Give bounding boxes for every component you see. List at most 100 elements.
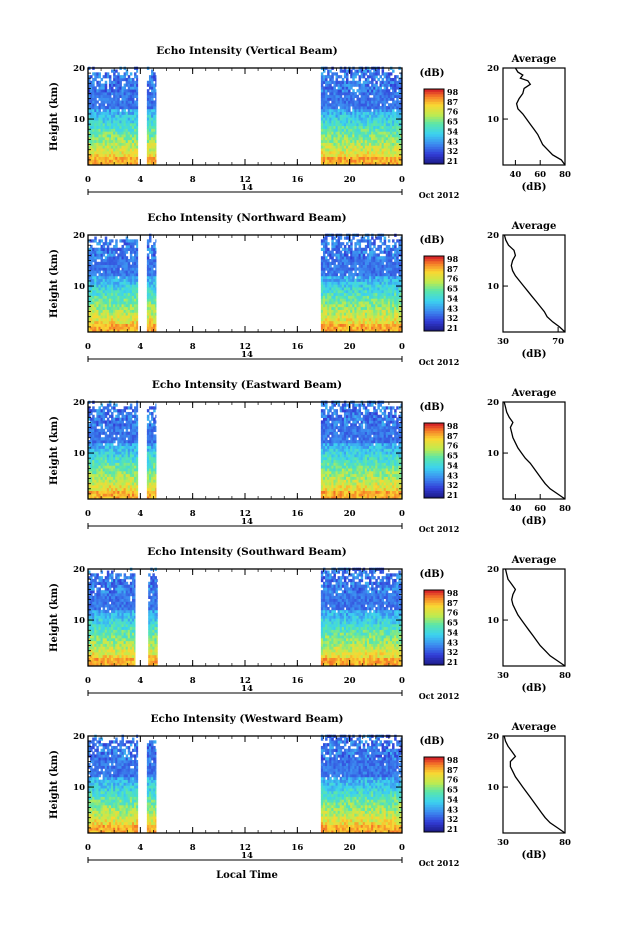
colorbar-step [424, 605, 444, 608]
colorbar-step [424, 268, 444, 272]
colorbar-tick-label: 76 [447, 441, 459, 451]
colorbar-step [424, 96, 444, 100]
colorbar-step [424, 139, 444, 142]
panel-title: Echo Intensity (Vertical Beam) [156, 45, 337, 57]
colorbar-step [424, 263, 444, 267]
average-title: Average [511, 555, 557, 566]
average-x-tick-label: 80 [559, 671, 571, 681]
colorbar-step [424, 121, 444, 125]
y-tick-label: 10 [73, 449, 85, 459]
x-tick-label: 16 [291, 509, 303, 519]
panel-title: Echo Intensity (Eastward Beam) [152, 379, 342, 391]
y-tick-label: 10 [73, 783, 85, 793]
colorbar-step [424, 313, 444, 317]
colorbar-step [424, 131, 444, 135]
x-tick-label: 20 [344, 843, 356, 853]
average-frame [502, 67, 566, 166]
colorbar-step [424, 99, 444, 102]
x-tick-label: 0 [399, 342, 405, 352]
average-title: Average [511, 388, 557, 399]
x-tick-label: 0 [399, 175, 405, 185]
colorbar-tick-label: 65 [447, 618, 458, 628]
colorbar-tick-label: 54 [447, 126, 459, 136]
colorbar-tick-label: 54 [447, 293, 459, 303]
x-tick-label: 20 [344, 509, 356, 519]
colorbar-step [424, 475, 444, 479]
colorbar-tick-label: 21 [447, 323, 458, 333]
average-x-label: (dB) [522, 516, 547, 527]
average-panel: Average 30 80 10 20 (dB) [487, 722, 571, 861]
colorbar-step [424, 293, 444, 297]
heatmap-cells [88, 567, 403, 667]
average-frame [502, 234, 566, 333]
colorbar-tick-label: 43 [447, 136, 459, 146]
colorbar-step [424, 809, 444, 813]
colorbar-tick-label: 32 [447, 480, 458, 490]
y-tick-label: 10 [73, 115, 85, 125]
colorbar-step [424, 435, 444, 439]
average-x-tick-label: 70 [552, 337, 564, 347]
colorbar-step [424, 154, 444, 157]
colorbar-step [424, 493, 444, 496]
date-month-label: Oct 2012 [419, 190, 460, 200]
colorbar-step [424, 149, 444, 152]
colorbar-step [424, 762, 444, 765]
colorbar-step [424, 261, 444, 264]
colorbar-step [424, 642, 444, 646]
colorbar-step [424, 433, 444, 436]
colorbar-frame [423, 756, 445, 833]
colorbar-unit: (dB) [420, 736, 445, 747]
average-frame [502, 401, 566, 500]
average-panel: Average 30 80 10 20 (dB) [487, 555, 571, 694]
colorbar-step [424, 655, 444, 658]
colorbar-step [424, 764, 444, 768]
colorbar-step [424, 303, 444, 307]
average-x-tick-label: 30 [497, 671, 509, 681]
colorbar-step [424, 161, 444, 165]
colorbar-step [424, 114, 444, 117]
colorbar-step [424, 804, 444, 808]
x-tick-label: 4 [137, 676, 143, 686]
colorbar-step [424, 273, 444, 277]
colorbar-step [424, 819, 444, 823]
colorbar-step [424, 288, 444, 292]
x-tick-label: 16 [291, 843, 303, 853]
average-x-tick-label: 80 [559, 170, 571, 180]
colorbar-tick-label: 65 [447, 284, 458, 294]
colorbar-step [424, 792, 444, 795]
panel-2: Echo Intensity (Northward Beam) 10 20 Heigh… [49, 212, 566, 367]
average-y-tick-label: 20 [487, 398, 499, 408]
colorbar-tick-label: 54 [447, 794, 459, 804]
colorbar-tick-label: 76 [447, 274, 459, 284]
colorbar-tick-label: 43 [447, 470, 459, 480]
colorbar-step [424, 119, 444, 122]
colorbar-step [424, 827, 444, 830]
average-frame [502, 568, 566, 667]
colorbar-step [424, 645, 444, 648]
y-tick-label: 20 [73, 64, 85, 74]
average-title: Average [511, 221, 557, 232]
colorbar-tick-label: 98 [447, 755, 459, 765]
colorbar-step [424, 822, 444, 825]
average-x-tick-label: 80 [559, 838, 571, 848]
colorbar-step [424, 610, 444, 613]
average-x-tick-label: 40 [509, 170, 521, 180]
colorbar-tick-label: 65 [447, 785, 458, 795]
colorbar-step [424, 650, 444, 653]
x-tick-label: 0 [85, 509, 91, 519]
colorbar-step [424, 465, 444, 469]
x-tick-label: 8 [190, 509, 196, 519]
colorbar-step [424, 615, 444, 618]
colorbar-step [424, 89, 444, 92]
colorbar-step [424, 607, 444, 611]
colorbar-tick-label: 21 [447, 657, 458, 667]
colorbar-step [424, 777, 444, 780]
panel-title: Echo Intensity (Northward Beam) [147, 212, 346, 224]
colorbar-step [424, 151, 444, 155]
colorbar-step [424, 802, 444, 805]
colorbar-step [424, 278, 444, 282]
colorbar-frame [423, 422, 445, 499]
colorbar-step [424, 124, 444, 127]
average-x-tick-label: 60 [534, 504, 546, 514]
